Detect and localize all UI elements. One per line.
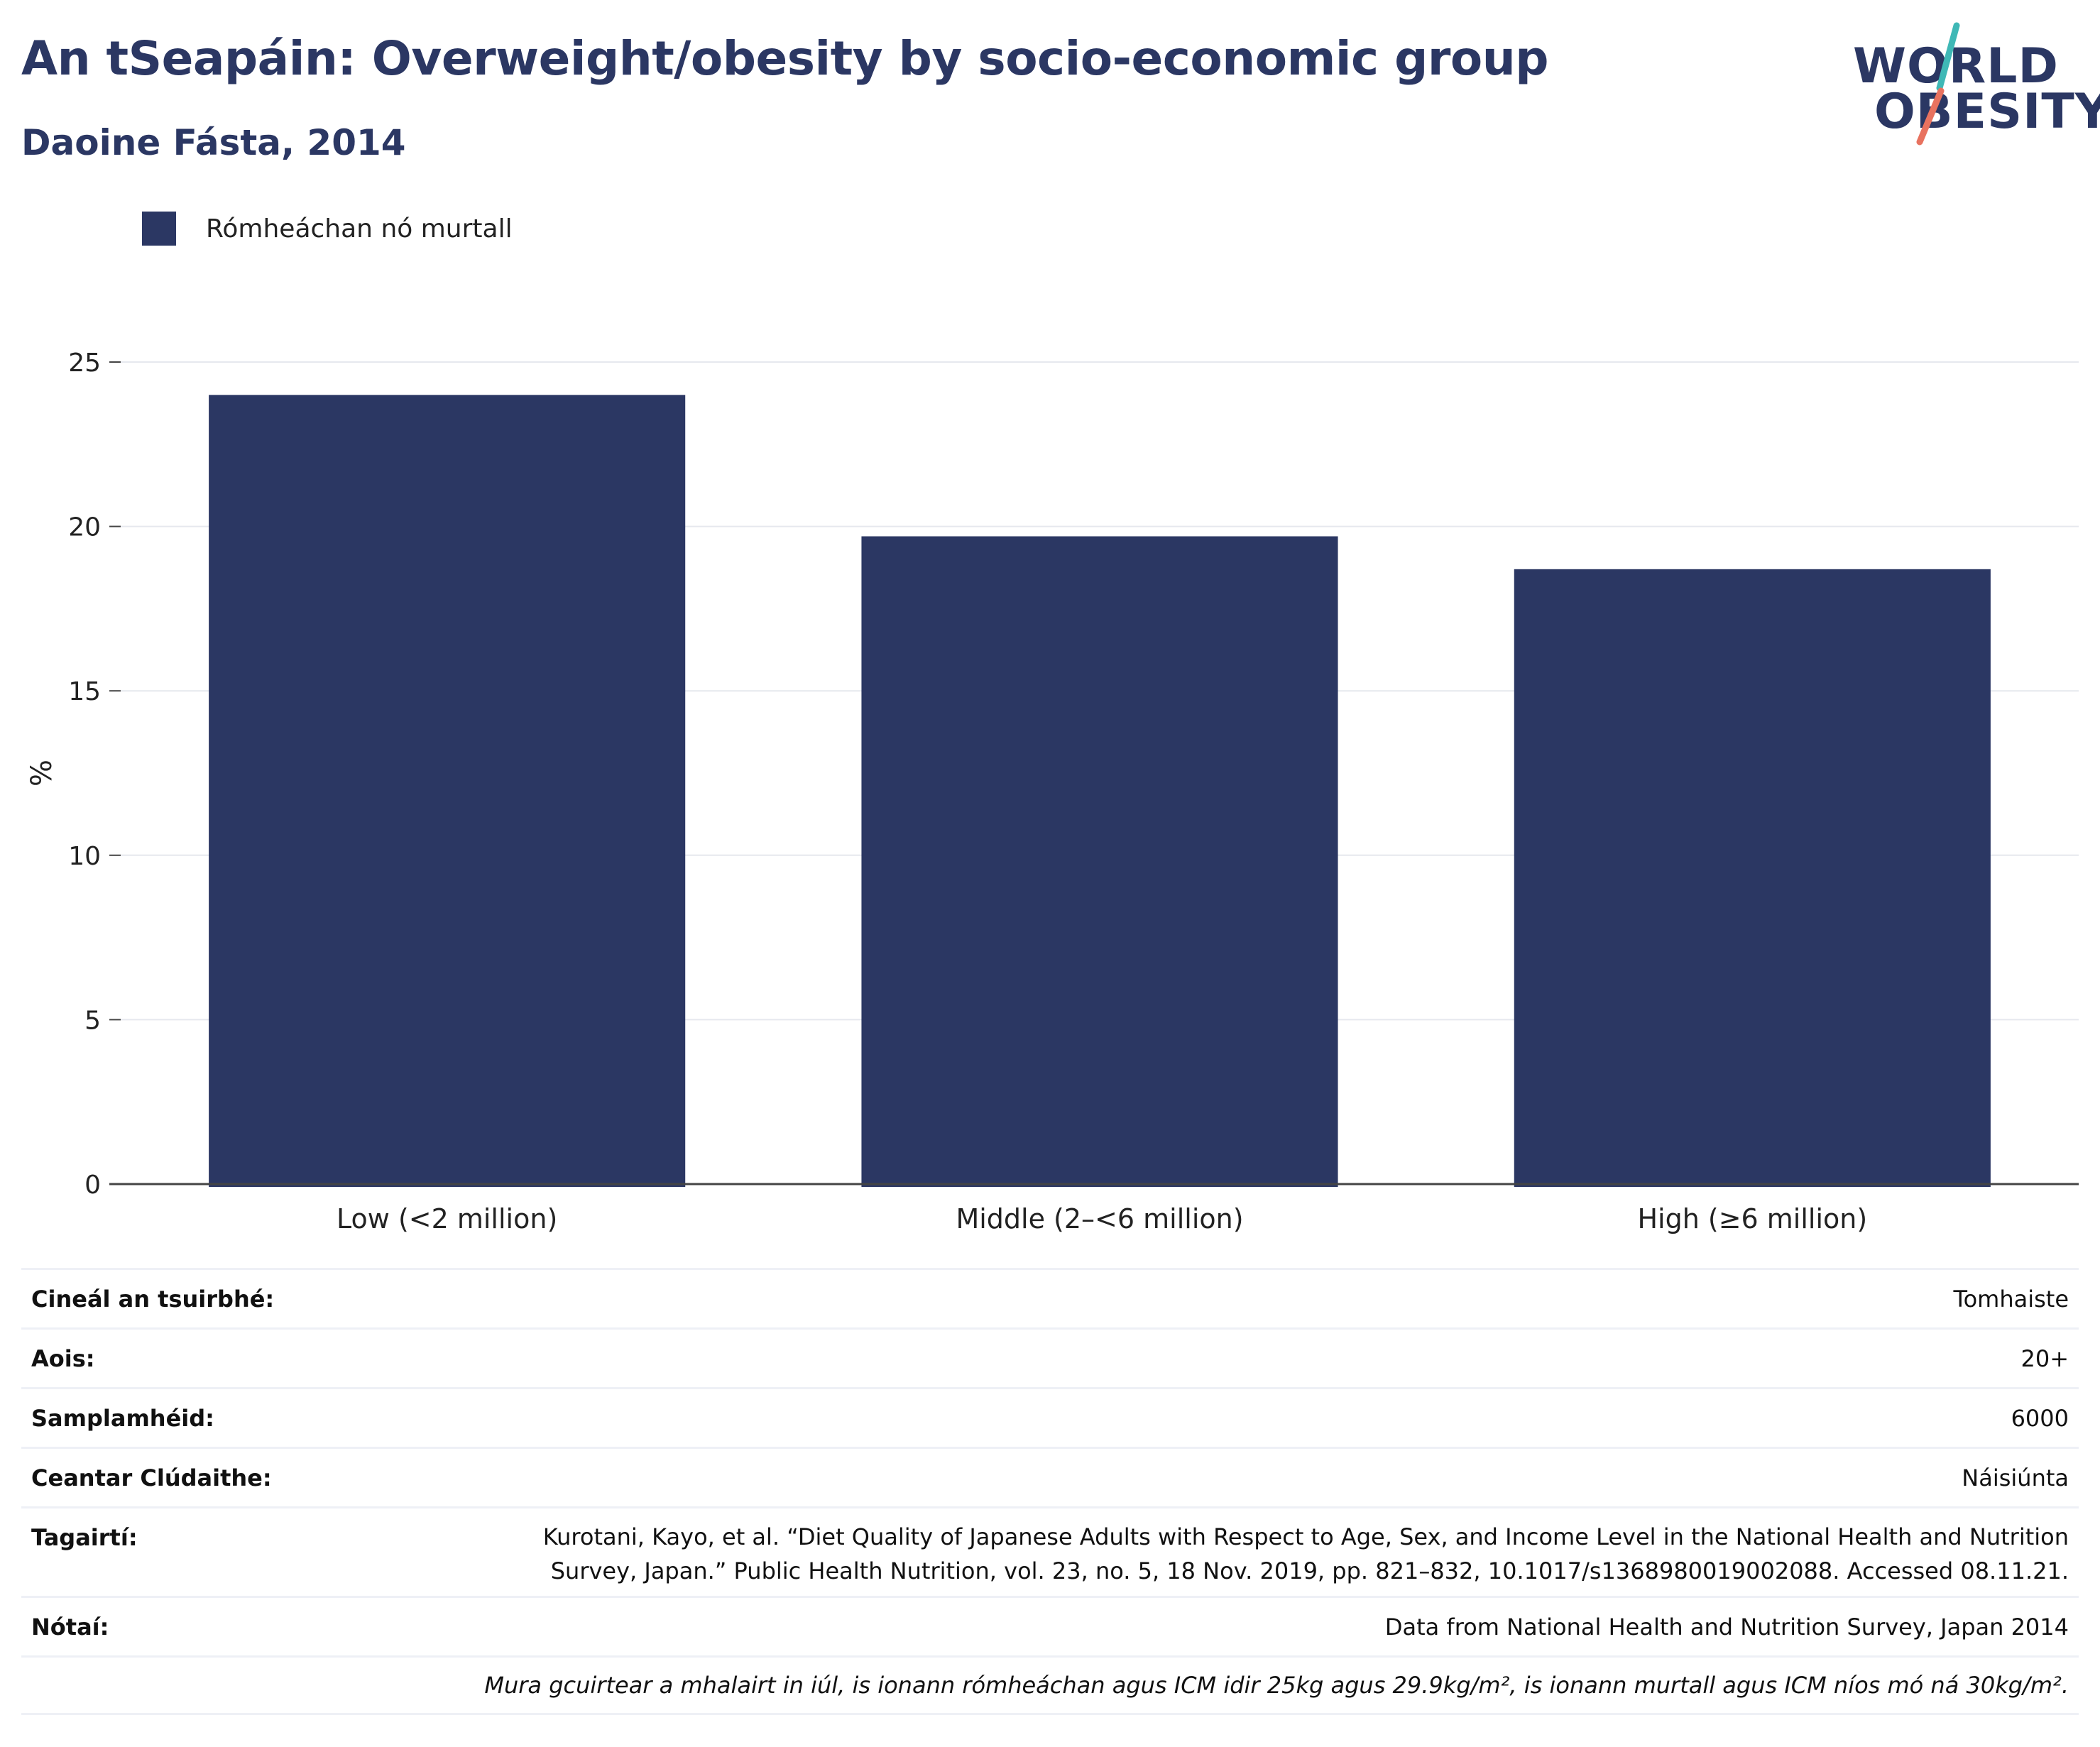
legend-label: Rómheáchan nó murtall	[206, 214, 513, 243]
meta-key-survey-type: Cineál an tsuirbhé:	[31, 1285, 275, 1313]
y-tick-label: 20	[68, 513, 101, 542]
metadata-table: Cineál an tsuirbhé: Tomhaiste Aois: 20+ …	[21, 1268, 2079, 1715]
meta-value-sample-size: 6000	[2011, 1404, 2069, 1432]
chart-legend: Rómheáchan nó murtall	[142, 210, 513, 247]
meta-row-footnote: Mura gcuirtear a mhalairt in iúl, is ion…	[21, 1655, 2079, 1715]
x-tick-label: High (≥6 million)	[1637, 1203, 1867, 1234]
y-tick-label: 25	[68, 349, 101, 378]
meta-row-survey-type: Cineál an tsuirbhé: Tomhaiste	[21, 1268, 2079, 1327]
chart-title: An tSeapáin: Overweight/obesity by socio…	[21, 31, 1548, 86]
y-axis-label: %	[26, 760, 58, 787]
meta-row-references: Tagairtí: Kurotani, Kayo, et al. “Diet Q…	[21, 1506, 2079, 1596]
meta-key-age: Aois:	[31, 1345, 95, 1372]
logo-text-obesity: OBESITY	[1874, 84, 2100, 140]
meta-footnote: Mura gcuirtear a mhalairt in iúl, is ion…	[484, 1672, 2069, 1699]
meta-value-survey-type: Tomhaiste	[1953, 1285, 2069, 1313]
meta-value-area-covered: Náisiúnta	[1962, 1464, 2069, 1491]
bar	[861, 536, 1338, 1187]
y-tick-label: 5	[84, 1006, 101, 1035]
bar	[1514, 569, 1991, 1187]
meta-row-area-covered: Ceantar Clúdaithe: Náisiúnta	[21, 1447, 2079, 1506]
meta-row-age: Aois: 20+	[21, 1327, 2079, 1387]
meta-row-notes: Nótaí: Data from National Health and Nut…	[21, 1596, 2079, 1655]
meta-key-sample-size: Samplamhéid:	[31, 1404, 214, 1432]
logo-text-world: WORLD	[1853, 38, 2059, 94]
meta-value-age: 20+	[2020, 1345, 2069, 1372]
world-obesity-logo: WORLD OBESITY	[1853, 21, 2100, 149]
bar-chart: 0 5 10 15 20 25% Low (<2 million) Middle (2–<6 …	[26, 349, 2079, 1234]
y-tick-label: 0	[84, 1171, 101, 1200]
bar	[209, 395, 686, 1187]
x-tick-label: Middle (2–<6 million)	[956, 1203, 1243, 1234]
chart-subtitle: Daoine Fásta, 2014	[21, 122, 406, 163]
meta-value-notes: Data from National Health and Nutrition …	[1384, 1613, 2069, 1641]
y-tick-label: 15	[68, 677, 101, 706]
logo-slash-icon	[1916, 22, 1960, 146]
legend-swatch	[142, 212, 176, 246]
meta-key-references: Tagairtí:	[31, 1524, 138, 1551]
meta-key-notes: Nótaí:	[31, 1613, 109, 1641]
y-tick-label: 10	[68, 842, 101, 871]
x-tick-label: Low (<2 million)	[337, 1203, 557, 1234]
meta-row-sample-size: Samplamhéid: 6000	[21, 1387, 2079, 1447]
meta-key-area-covered: Ceantar Clúdaithe:	[31, 1464, 272, 1491]
meta-value-references: Kurotani, Kayo, et al. “Diet Quality of …	[542, 1523, 2069, 1584]
